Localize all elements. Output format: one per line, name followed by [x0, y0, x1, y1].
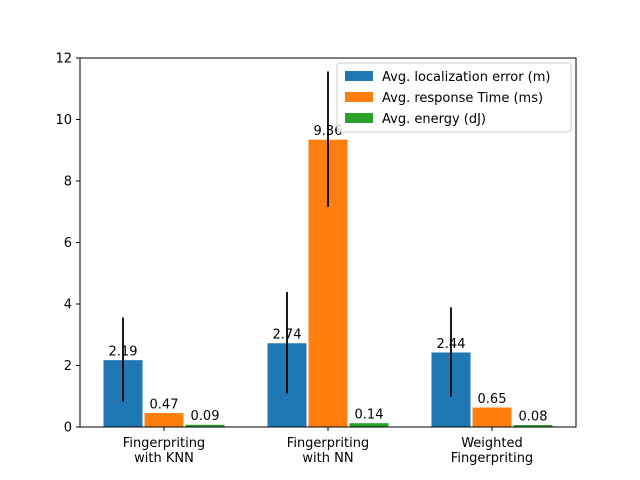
data-label-2-2: 0.08 [519, 410, 548, 425]
x-category-label-line: with NN [302, 451, 353, 466]
bar-1-0 [143, 412, 185, 428]
y-tick-label-4: 8 [64, 175, 72, 190]
x-category-label-line: Weighted [461, 436, 523, 451]
bar-2-1 [348, 422, 390, 428]
x-category-label-0: Fingerpriting with KNN [123, 436, 205, 466]
legend-label-0: Avg. localization error (m) [382, 70, 550, 85]
data-label-2-1: 0.14 [355, 408, 384, 423]
legend-swatch-2 [345, 113, 373, 123]
x-category-label-1: Fingerpriting with NN [287, 436, 369, 466]
data-label-1-0: 0.47 [150, 398, 179, 413]
x-category-label-2: Weighted Fingerpriting [451, 436, 533, 466]
legend-box [336, 62, 572, 133]
data-label-0-0: 2.19 [109, 345, 138, 360]
data-label-0-1: 2.74 [273, 328, 302, 343]
legend-label-2: Avg. energy (dJ) [382, 112, 486, 127]
x-category-label-line: with KNN [134, 451, 194, 466]
x-category-label-line: Fingerpriting [287, 436, 369, 451]
y-tick-label-1: 2 [64, 359, 72, 374]
y-tick-label-2: 4 [64, 298, 72, 313]
legend-swatch-0 [345, 71, 373, 81]
y-tick-label-3: 6 [64, 236, 72, 251]
x-category-label-line: Fingerpriting [451, 451, 533, 466]
data-label-1-1: 9.36 [314, 124, 343, 139]
bar-1-2 [471, 406, 513, 428]
data-label-2-0: 0.09 [191, 409, 220, 424]
legend-swatch-1 [345, 92, 373, 102]
y-tick-label-5: 10 [55, 113, 72, 128]
y-tick-label-6: 12 [55, 52, 72, 67]
x-category-label-line: Fingerpriting [123, 436, 205, 451]
legend-label-1: Avg. response Time (ms) [382, 91, 543, 106]
data-label-0-2: 2.44 [437, 337, 466, 352]
data-label-1-2: 0.65 [478, 392, 507, 407]
y-tick-label-0: 0 [64, 421, 72, 436]
